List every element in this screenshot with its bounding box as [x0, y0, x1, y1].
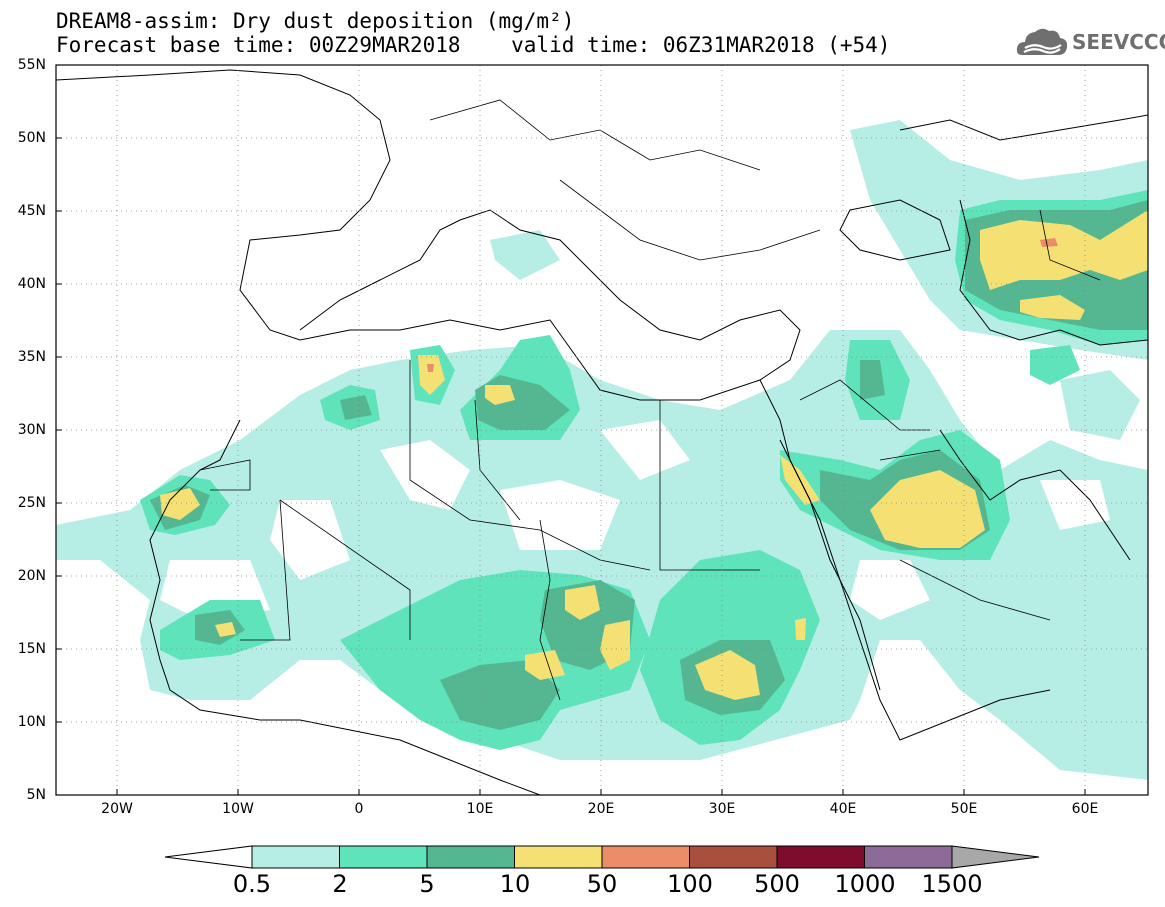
lat-label-55n: 55N — [17, 57, 46, 73]
lat-label-15n: 15N — [17, 641, 46, 657]
colorbar-label-1500: 1500 — [921, 870, 983, 898]
colorbar-label-500: 500 — [754, 870, 800, 898]
lon-label-50e: 50E — [950, 801, 978, 817]
dust-gaps — [160, 420, 1110, 620]
seevccc-logo: SEEVCCC — [1016, 24, 1165, 60]
lon-label-60e: 60E — [1071, 801, 1099, 817]
lat-label-35n: 35N — [17, 349, 46, 365]
lat-label-10n: 10N — [17, 714, 46, 730]
logo-text: SEEVCCC — [1072, 30, 1165, 54]
lat-label-30n: 30N — [17, 422, 46, 438]
dust-level-50 — [427, 238, 1058, 372]
lat-label-50n: 50N — [17, 130, 46, 146]
dust-fields — [56, 69, 1148, 795]
colorbar-label-10: 10 — [499, 870, 531, 898]
axis-ticks — [56, 137, 1086, 795]
lon-label-20w: 20W — [101, 801, 133, 817]
cloud-logo-icon — [1016, 28, 1068, 55]
map-title-line1: DREAM8-assim: Dry dust deposition (mg/m²… — [56, 9, 575, 33]
lat-label-40n: 40N — [17, 276, 46, 292]
lon-label-20e: 20E — [587, 801, 615, 817]
coastlines — [56, 69, 1148, 795]
colorbar-label-50: 50 — [586, 870, 618, 898]
lat-label-25n: 25N — [17, 495, 46, 511]
country-borders — [199, 99, 1101, 701]
lon-label-40e: 40E — [829, 801, 857, 817]
lon-label-0: 0 — [354, 801, 364, 817]
map-title-line2: Forecast base time: 00Z29MAR2018 valid t… — [56, 33, 891, 57]
colorbar-label-0.5: 0.5 — [232, 870, 272, 898]
colorbar-label-100: 100 — [667, 870, 713, 898]
gridlines — [56, 65, 1148, 795]
colorbar-label-5: 5 — [419, 870, 435, 898]
lon-label-10w: 10W — [222, 801, 254, 817]
lon-label-30e: 30E — [708, 801, 736, 817]
lat-label-45n: 45N — [17, 203, 46, 219]
lat-label-5n: 5N — [26, 787, 46, 803]
lon-label-10e: 10E — [466, 801, 494, 817]
colorbar-label-1000: 1000 — [834, 870, 896, 898]
lat-label-20n: 20N — [17, 568, 46, 584]
colorbar-label-2: 2 — [332, 870, 348, 898]
